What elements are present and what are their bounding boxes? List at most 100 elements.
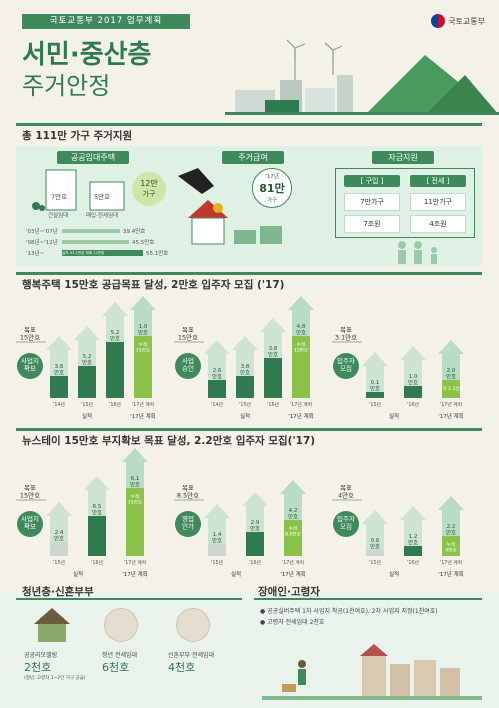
hand-icon: [178, 168, 214, 194]
goal-label: 목표 15만호: [20, 484, 40, 500]
year-label: '14년: [211, 401, 223, 408]
senior-bullets: ● 공공실버주택 1차 사업지 착공(1천여호), 2차 사업지 지정(1천여호…: [260, 606, 486, 628]
benefit-unit: 가구: [266, 198, 278, 204]
plan-label: '17년 계획: [130, 412, 155, 420]
new-stay-chart: 사업지 확보 목표 15만호 2.4 만호 '15년 6.5 만호 '16년 6.1 만호 '17년 계…: [16, 448, 464, 578]
youth-items: 공공리모델링 2천호 (청년, 고령자 1~2인 가구 공급) 청년 전세임대 …: [24, 604, 234, 704]
ministry-logo: 국토교통부: [431, 14, 485, 28]
rental-total-circle: 12만 가구: [132, 172, 166, 206]
value-bar: [292, 336, 310, 398]
ministry-name: 국토교통부: [448, 16, 485, 26]
section5-divider: [254, 598, 482, 600]
value-bar: [442, 536, 460, 556]
year-label: '17년 계획: [132, 401, 154, 408]
value-bar: [208, 544, 226, 556]
section3-heading: 뉴스테이 15만호 부지확보 목표 달성, 2.2만호 입주자 모집('17): [22, 435, 316, 447]
value-bar: [50, 376, 68, 398]
bar-value-label: 3.8 만호: [268, 346, 278, 359]
windmill-icon: [286, 39, 343, 80]
buy-label: [ 구입 ]: [344, 175, 400, 187]
lease-label: 매입·전세임대: [86, 213, 119, 219]
buy-households: 7만가구: [344, 193, 400, 211]
progress-value: 55.1만호: [146, 250, 169, 257]
value-bar: [264, 358, 282, 398]
cumulative-label: 누적 1.1만호: [438, 385, 464, 392]
cumulative-arrow: [362, 510, 388, 556]
dog-icon: [282, 684, 296, 692]
bar-value-label: 2.0 만호: [446, 368, 456, 381]
bar-value-label: 4.2 만호: [288, 508, 298, 521]
jeonse-label: [ 전세 ]: [410, 175, 466, 187]
cumulative-label: 누적 15만호: [128, 493, 142, 506]
bar-value-label: 0.6 만호: [370, 538, 380, 551]
year-label: '16년: [407, 559, 419, 566]
apartment-icon: [32, 169, 125, 211]
progress-row: '13년~ 실적 43.1만호 계획 12만호 55.1만호: [26, 247, 176, 258]
year-label: '17년 계획: [282, 559, 304, 566]
youth-item: 신혼부부 전세임대 4천호: [168, 650, 234, 675]
value-bar: [106, 342, 124, 398]
plan-label: '17년 계획: [280, 570, 305, 578]
bar-value-label: 4.8 만호: [296, 324, 306, 337]
progress-note: 실적 43.1만호 계획 12만호: [62, 249, 143, 256]
bar-value-label: 2.6 만호: [212, 368, 222, 381]
coin-icon: [213, 203, 223, 213]
year-label: '15년: [81, 401, 93, 408]
value-bar: [236, 376, 254, 398]
actual-label: 실적: [389, 412, 399, 420]
senior-bullet-1: ● 공공실버주택 1차 사업지 착공(1천여호), 2차 사업지 지정(1천여호…: [260, 608, 438, 615]
badge-circle: [175, 511, 201, 537]
value-bar: [366, 392, 384, 398]
year-label: '15년: [53, 559, 65, 566]
progress-period: '13년~: [26, 250, 45, 257]
funding-label: 자금지원: [372, 151, 434, 164]
newlywed-icon: [176, 608, 210, 642]
value-bar: [88, 516, 106, 556]
section4-divider: [16, 598, 242, 600]
value-bar: [404, 386, 422, 398]
actual-label: 실적: [231, 570, 241, 578]
youth-item-title: 신혼부부 전세임대: [168, 652, 215, 659]
bar-value-label: 1.0 만호: [138, 324, 148, 337]
badge-circle: [17, 511, 43, 537]
house-money-icon: [178, 168, 282, 245]
year-label: '15년: [369, 559, 381, 566]
build-value: 7만호: [51, 193, 68, 201]
senior-bullet-1-text: 공공실버주택 1차 사업지 착공(1천여호), 2차 사업지 지정(1천여호): [267, 608, 438, 615]
bar-value-label: 3.8 만호: [240, 364, 250, 377]
value-bar: [134, 336, 152, 398]
remodel-house-icon: [34, 608, 70, 642]
bar-value-label: 3.6 만호: [54, 364, 64, 377]
goal-label: 목표 15만호: [178, 326, 198, 342]
year-label: '17년 계획: [290, 401, 312, 408]
goal-label: 목표 15만호: [20, 326, 40, 342]
progress-period: '03년~'07년: [26, 228, 58, 235]
value-bar: [50, 542, 68, 556]
actual-label: 실적: [73, 570, 83, 578]
rental-total-unit: 가구: [142, 190, 156, 198]
senior-town-illustration: [262, 644, 482, 700]
section4-heading: 청년층·신혼부부: [22, 586, 94, 598]
year-label: '15년: [239, 401, 251, 408]
cumulative-label: 누적 4만호: [445, 541, 456, 554]
badge-circle: [175, 353, 201, 379]
value-bar: [442, 380, 460, 398]
bar-value-label: 1.4 만호: [212, 532, 222, 545]
year-label: '15년: [211, 559, 223, 566]
progress-value: 39.4만호: [123, 228, 146, 235]
page-subtitle: 주거안정: [22, 72, 111, 100]
housing-benefit-label: 주거급여: [222, 151, 284, 164]
actual-label: 실적: [389, 570, 399, 578]
goal-label: 목표 8.5만호: [177, 484, 199, 500]
bar-value-label: 1.2 만호: [408, 534, 418, 547]
section1-divider: [16, 123, 482, 126]
build-label: 건설임대: [48, 213, 69, 219]
youth-item-value: 2천호: [24, 661, 52, 674]
bar-value-label: 5.2 만호: [110, 330, 120, 343]
value-bar: [246, 532, 264, 556]
value-bar: [126, 488, 144, 556]
bar-value-label: 2.4 만호: [54, 530, 64, 543]
benefit-circle: '17년 81만 가구: [252, 168, 292, 208]
cumulative-arrow: [362, 352, 388, 398]
funding-box: [ 구입 ] [ 전세 ] 7만가구 11만가구 7조원 4조원: [335, 168, 475, 238]
